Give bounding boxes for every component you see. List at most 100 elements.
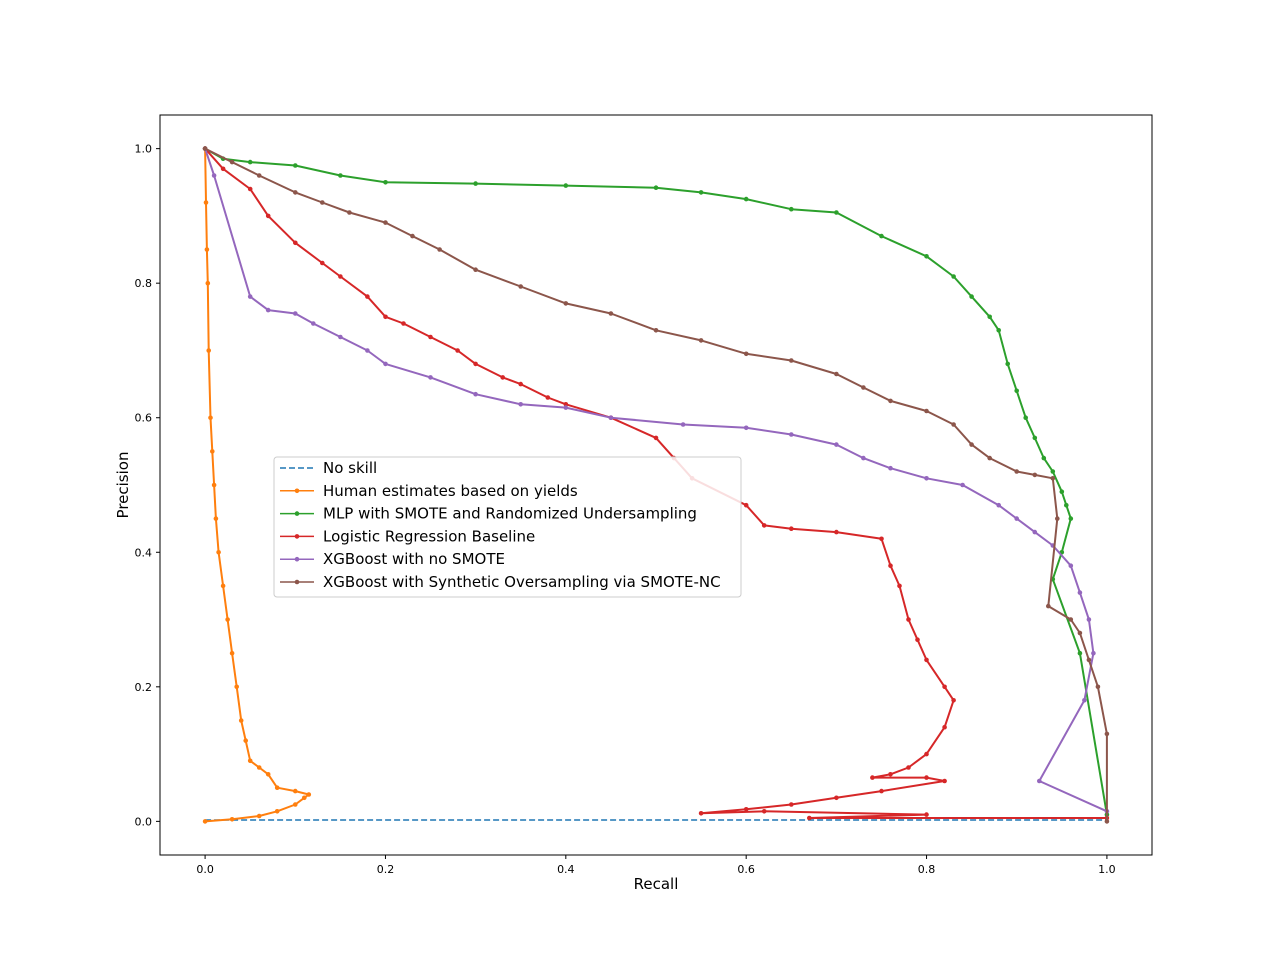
- y-tick-label: 0.0: [135, 815, 153, 828]
- data-point: [563, 405, 569, 410]
- x-tick-label: 0.6: [737, 863, 755, 876]
- data-point: [861, 455, 866, 461]
- data-point: [969, 442, 974, 447]
- data-point: [1104, 731, 1110, 737]
- data-point: [789, 358, 794, 363]
- data-point: [924, 253, 929, 259]
- data-point: [942, 684, 947, 690]
- data-point: [410, 233, 415, 239]
- data-point: [247, 186, 253, 192]
- data-point: [879, 233, 884, 239]
- data-point: [229, 817, 235, 822]
- data-point: [473, 391, 478, 397]
- data-point: [473, 181, 478, 186]
- data-point: [924, 657, 929, 663]
- data-point: [216, 550, 221, 555]
- data-point: [383, 220, 388, 225]
- data-point: [437, 247, 442, 252]
- x-axis-label: Recall: [634, 875, 679, 893]
- data-point: [743, 196, 749, 202]
- data-point: [870, 775, 875, 780]
- data-point: [1041, 455, 1047, 461]
- data-point: [518, 402, 523, 407]
- data-point: [563, 402, 569, 407]
- series-1: [202, 146, 312, 824]
- data-point: [1037, 778, 1042, 784]
- data-point: [229, 159, 235, 165]
- data-point: [1005, 361, 1010, 367]
- data-point: [1068, 563, 1074, 568]
- data-point: [1046, 603, 1051, 609]
- data-point: [229, 650, 235, 656]
- data-point: [897, 583, 902, 589]
- data-point: [951, 422, 956, 427]
- data-point: [208, 415, 213, 421]
- data-point: [996, 502, 1001, 508]
- data-point: [213, 516, 219, 521]
- data-point: [256, 813, 262, 819]
- data-point: [211, 482, 217, 488]
- data-point: [1064, 502, 1069, 508]
- y-tick-label: 0.2: [135, 681, 153, 694]
- data-point: [243, 738, 248, 743]
- data-point: [680, 422, 686, 427]
- data-point: [789, 206, 794, 212]
- data-point: [1068, 516, 1074, 521]
- data-point: [1032, 472, 1038, 478]
- legend-marker: [294, 511, 300, 516]
- data-point: [698, 190, 704, 195]
- data-point: [924, 751, 929, 757]
- x-tick-label: 0.2: [377, 863, 395, 876]
- data-point: [203, 200, 209, 205]
- data-point: [924, 408, 929, 414]
- data-point: [338, 334, 343, 340]
- legend: No skill Human estimates based on yields M…: [273, 456, 742, 598]
- x-axis-ticks: 0.0 0.2 0.4 0.6 0.8 1.0: [196, 855, 1116, 876]
- data-point: [834, 442, 839, 447]
- data-point: [888, 398, 893, 404]
- data-point: [1014, 469, 1019, 474]
- legend-label: XGBoost with no SMOTE: [323, 550, 505, 568]
- data-point: [1077, 630, 1083, 636]
- data-point: [1032, 529, 1038, 535]
- data-point: [915, 637, 920, 642]
- data-point: [347, 210, 352, 215]
- data-point: [698, 811, 704, 816]
- data-point: [942, 778, 947, 784]
- data-point: [1068, 617, 1074, 622]
- data-point: [293, 240, 298, 246]
- data-point: [293, 190, 298, 195]
- data-point: [834, 529, 839, 535]
- legend-marker: [294, 579, 300, 585]
- data-point: [473, 267, 478, 273]
- data-point: [1077, 650, 1083, 656]
- data-point: [518, 284, 523, 289]
- data-point: [951, 698, 956, 703]
- data-point: [455, 348, 460, 353]
- data-point: [247, 159, 253, 165]
- data-point: [265, 307, 271, 313]
- y-tick-label: 0.8: [135, 277, 153, 290]
- data-point: [311, 321, 316, 326]
- series-line: [204, 148, 310, 823]
- y-axis-label: Precision: [114, 452, 132, 519]
- data-point: [293, 311, 298, 316]
- data-point: [1014, 516, 1019, 521]
- data-point: [1086, 657, 1092, 663]
- data-point: [834, 210, 839, 215]
- data-point: [205, 280, 211, 286]
- data-point: [473, 361, 478, 367]
- data-point: [888, 563, 893, 568]
- series-5: [202, 146, 1110, 824]
- data-point: [834, 371, 839, 377]
- data-point: [1091, 650, 1096, 656]
- data-point: [220, 583, 226, 589]
- data-point: [1059, 489, 1065, 495]
- data-point: [293, 163, 298, 168]
- data-point: [987, 314, 992, 320]
- x-tick-label: 0.4: [557, 863, 575, 876]
- data-point: [888, 465, 893, 471]
- data-point: [401, 321, 406, 326]
- legend-marker: [294, 488, 300, 494]
- data-point: [206, 348, 211, 353]
